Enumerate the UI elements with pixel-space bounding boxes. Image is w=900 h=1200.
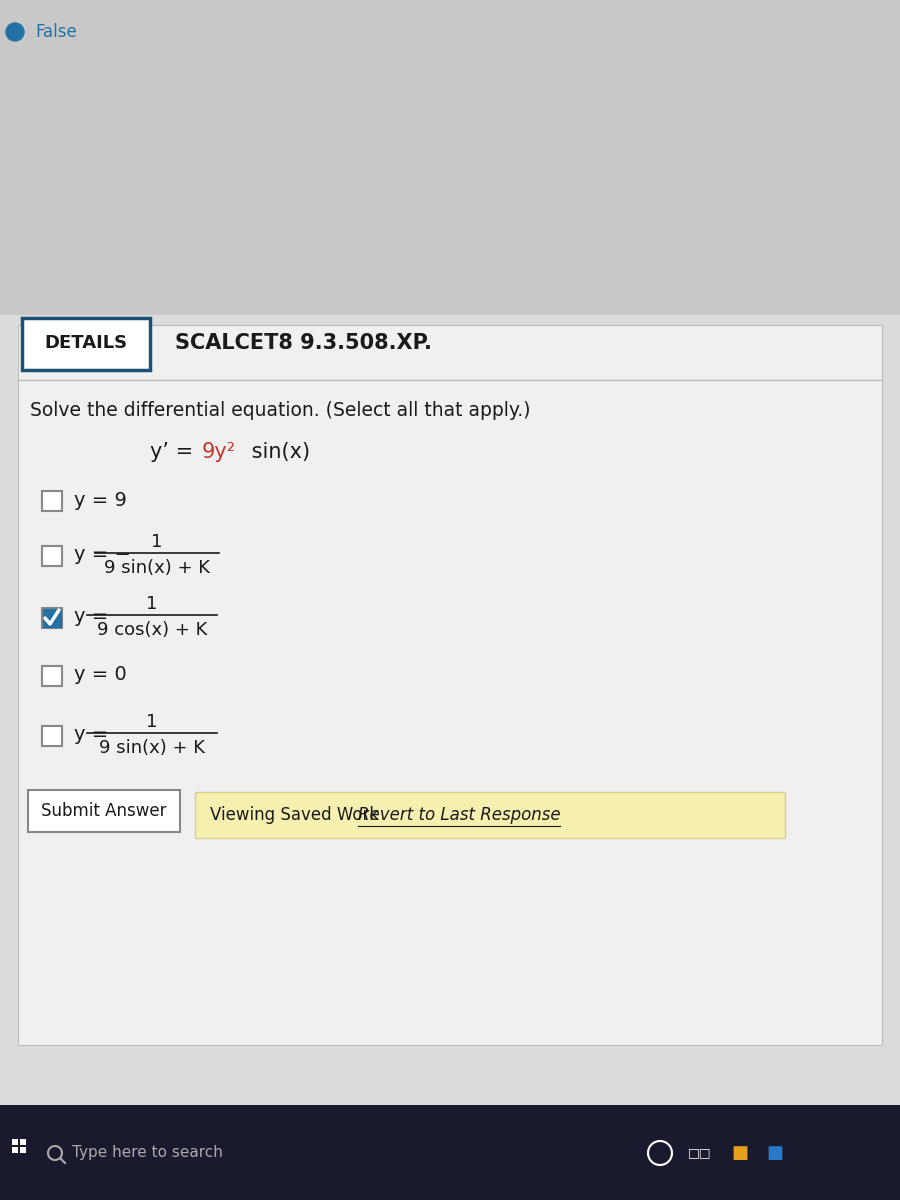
FancyBboxPatch shape	[12, 1147, 18, 1153]
Text: False: False	[35, 23, 76, 41]
Text: y =: y =	[74, 607, 114, 626]
Text: ■: ■	[767, 1144, 784, 1162]
FancyBboxPatch shape	[22, 318, 150, 370]
Text: Viewing Saved Work: Viewing Saved Work	[210, 806, 384, 824]
FancyBboxPatch shape	[18, 325, 882, 1045]
FancyBboxPatch shape	[28, 790, 180, 832]
Text: 1: 1	[147, 595, 158, 613]
Text: ■: ■	[732, 1144, 749, 1162]
Text: □□: □□	[688, 1146, 712, 1159]
Text: y =: y =	[74, 726, 114, 744]
Text: 9 sin(x) + K: 9 sin(x) + K	[99, 739, 205, 757]
FancyBboxPatch shape	[42, 608, 62, 628]
Text: Revert to Last Response: Revert to Last Response	[358, 806, 561, 824]
Text: 9y²: 9y²	[202, 442, 236, 462]
Text: y = 9: y = 9	[74, 491, 127, 510]
Text: Type here to search: Type here to search	[72, 1146, 223, 1160]
FancyBboxPatch shape	[43, 608, 61, 626]
FancyBboxPatch shape	[42, 491, 62, 511]
Text: sin(x): sin(x)	[245, 442, 310, 462]
FancyBboxPatch shape	[42, 726, 62, 746]
Text: 1: 1	[151, 533, 163, 551]
Text: y’ =: y’ =	[150, 442, 200, 462]
Text: SCALCET8 9.3.508.XP.: SCALCET8 9.3.508.XP.	[175, 332, 432, 353]
FancyBboxPatch shape	[42, 666, 62, 686]
Text: DETAILS: DETAILS	[44, 334, 128, 352]
FancyBboxPatch shape	[12, 1139, 18, 1145]
Circle shape	[6, 23, 24, 41]
Text: y = 0: y = 0	[74, 666, 127, 684]
FancyBboxPatch shape	[20, 1147, 26, 1153]
Text: y = −: y = −	[74, 546, 130, 564]
FancyBboxPatch shape	[0, 314, 900, 1105]
FancyBboxPatch shape	[20, 1139, 26, 1145]
Text: Solve the differential equation. (Select all that apply.): Solve the differential equation. (Select…	[30, 401, 530, 420]
Text: 9 sin(x) + K: 9 sin(x) + K	[104, 559, 210, 577]
Text: 9 cos(x) + K: 9 cos(x) + K	[97, 622, 207, 638]
Text: 1: 1	[147, 713, 158, 731]
FancyBboxPatch shape	[195, 792, 785, 838]
FancyBboxPatch shape	[42, 546, 62, 566]
Text: Submit Answer: Submit Answer	[41, 802, 166, 820]
FancyBboxPatch shape	[0, 0, 900, 320]
FancyBboxPatch shape	[0, 1105, 900, 1200]
